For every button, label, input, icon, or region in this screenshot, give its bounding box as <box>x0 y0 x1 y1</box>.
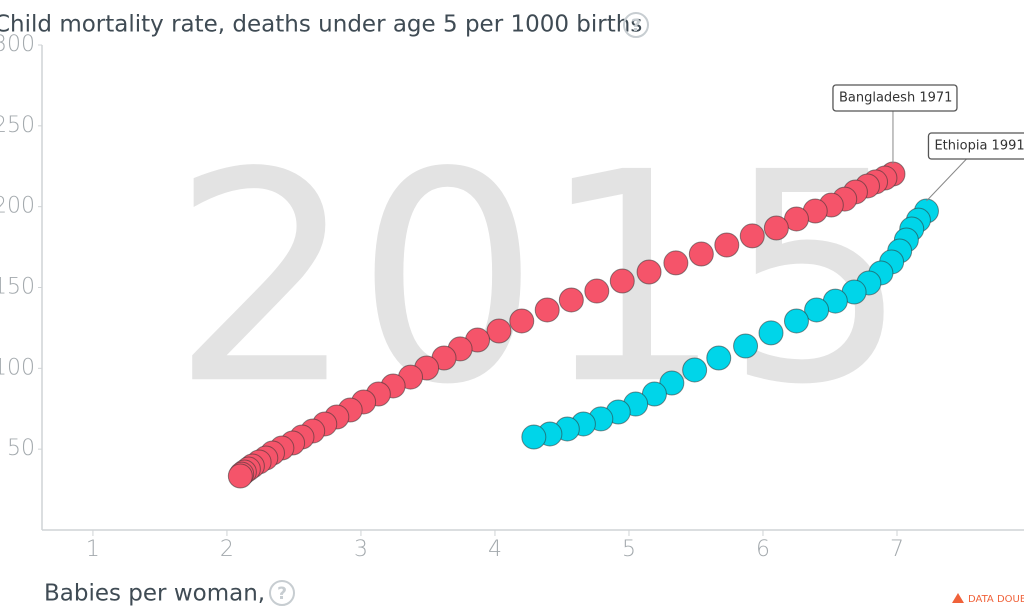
x-tick-label: 7 <box>890 537 904 562</box>
chart-title: Child mortality rate, deaths under age 5… <box>0 12 642 38</box>
x-tick-label: 4 <box>488 537 502 562</box>
bubble <box>758 320 784 346</box>
bubble <box>636 259 662 285</box>
bubble <box>486 318 512 344</box>
x-tick-label: 2 <box>220 537 234 562</box>
y-tick-label: 250 <box>0 113 35 138</box>
trail <box>227 161 906 489</box>
callout-box <box>927 132 1024 160</box>
bubble <box>521 424 547 450</box>
bubble <box>739 223 765 249</box>
bubble <box>706 345 732 371</box>
help-icon[interactable] <box>623 12 649 38</box>
y-tick-label: 100 <box>0 355 35 380</box>
bubble <box>688 241 714 267</box>
help-icon[interactable] <box>269 580 295 606</box>
bubble <box>714 232 740 258</box>
bubble <box>763 215 789 241</box>
callout-label: Bangladesh 1971 <box>839 91 952 106</box>
bubble <box>227 463 253 489</box>
x-tick-label: 1 <box>86 537 100 562</box>
y-tick-label: 50 <box>7 436 35 461</box>
x-help[interactable]: ? <box>269 580 295 606</box>
bubble <box>682 357 708 383</box>
data-doubts-link[interactable]: DATA DOUBTS <box>968 594 1024 605</box>
bubble <box>509 308 535 334</box>
bubble <box>804 297 830 323</box>
x-tick-label: 6 <box>756 537 770 562</box>
data-doubts[interactable]: DATA DOUBTS <box>952 593 1024 605</box>
bubble <box>663 250 689 276</box>
x-tick-label: 5 <box>622 537 636 562</box>
callout-line <box>926 158 967 202</box>
bubble <box>534 297 560 323</box>
callout-box <box>832 84 958 112</box>
bubble <box>609 268 635 294</box>
x-tick-label: 3 <box>354 537 368 562</box>
title-help[interactable]: ? <box>623 12 649 38</box>
bubble <box>558 287 584 313</box>
y-tick-label: 150 <box>0 275 35 300</box>
bubble <box>733 333 759 359</box>
help-mark[interactable]: ? <box>631 16 641 36</box>
warning-icon[interactable] <box>952 593 964 603</box>
y-tick-label: 200 <box>0 194 35 219</box>
bubble <box>783 308 809 334</box>
help-mark[interactable]: ? <box>277 584 287 604</box>
background-year: 2015 <box>171 111 909 448</box>
bubble <box>584 278 610 304</box>
callout-label: Ethiopia 1991 <box>934 139 1024 154</box>
y-tick-label: 300 <box>0 32 35 57</box>
x-axis-label: Babies per woman, <box>44 581 265 607</box>
trail <box>521 198 939 450</box>
